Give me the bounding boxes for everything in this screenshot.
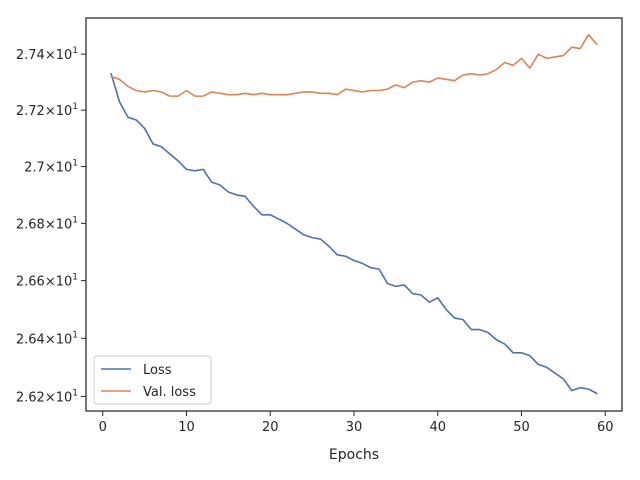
x-tick-label: 50 [513, 420, 530, 435]
plot-frame [85, 17, 623, 412]
y-tick-label: 2.7×101 [24, 159, 78, 176]
plot-series [110, 33, 598, 395]
x-tick-label: 60 [597, 420, 614, 435]
x-tick-label: 10 [178, 420, 195, 435]
x-tick-label: 40 [429, 420, 446, 435]
legend: Loss Val. loss [93, 355, 212, 405]
legend-label: Loss [143, 363, 172, 378]
x-axis-label: Epochs [329, 447, 379, 463]
y-axis: 2.62×101 2.64×101 2.66×101 2.68×101 2.7×101 2… [16, 46, 86, 405]
y-tick-label: 2.74×101 [16, 46, 78, 63]
y-tick-label: 2.66×101 [16, 273, 78, 290]
legend-label: Val. loss [143, 385, 196, 400]
y-tick-label: 2.68×101 [16, 215, 78, 232]
y-tick-label: 2.72×101 [16, 102, 78, 119]
legend-box [93, 355, 212, 405]
series-line-val-loss [110, 33, 598, 97]
y-tick-label: 2.64×101 [16, 330, 78, 347]
x-tick-label: 0 [99, 420, 107, 435]
x-tick-label: 30 [346, 420, 363, 435]
x-tick-label: 20 [262, 420, 279, 435]
y-tick-label: 2.62×101 [16, 388, 78, 405]
x-axis: 0 10 20 30 40 50 60 [99, 411, 614, 435]
series-line-loss [110, 72, 598, 395]
